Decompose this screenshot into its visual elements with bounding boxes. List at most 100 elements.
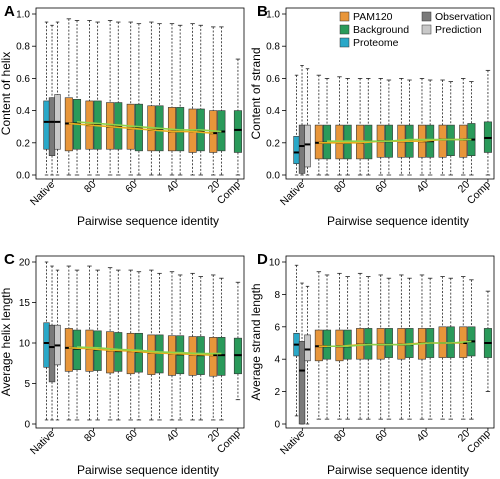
y-tick-label: 0.2 (266, 138, 280, 149)
box (44, 101, 50, 149)
pam120-box (377, 275, 384, 419)
legend-label: Prediction (435, 24, 482, 36)
native-box-prediction (55, 22, 61, 175)
box (294, 136, 300, 163)
background-box (115, 22, 122, 175)
background-box (406, 278, 413, 419)
y-axis-label: Content of strand (249, 47, 263, 139)
box (218, 337, 225, 375)
y-axis-label: Content of helix (0, 52, 13, 135)
box (65, 328, 72, 371)
background-box (218, 278, 225, 420)
x-tick-label: 40 (414, 179, 431, 196)
legend-label: Background (353, 24, 409, 36)
background-box (365, 78, 372, 175)
pam120-box (65, 266, 72, 420)
legend-swatch (340, 12, 349, 21)
x-axis-label: Pairwise sequence identity (327, 214, 469, 228)
pam120-box (168, 24, 175, 175)
native-box-prediction (305, 286, 311, 424)
legend-swatch (422, 25, 431, 34)
background-box (468, 82, 475, 175)
legend-item: Prediction (422, 24, 482, 36)
pam120-box (315, 75, 322, 175)
y-tick-label: 6 (274, 322, 280, 333)
panel-letter: D (257, 251, 268, 268)
box (148, 335, 155, 375)
pam120-box (127, 22, 134, 175)
native-box-observation (299, 66, 305, 175)
background-box (344, 78, 351, 175)
pam120-box (148, 22, 155, 175)
panel-letter: A (4, 3, 15, 20)
y-tick-label: 0.4 (266, 106, 280, 117)
plot-frame (36, 8, 244, 179)
box (305, 335, 311, 361)
pam120-box (127, 270, 134, 420)
background-box (447, 278, 454, 419)
box (168, 336, 175, 376)
comp-box (234, 282, 241, 399)
comp-box (484, 291, 491, 391)
x-tick-label: Native (28, 428, 58, 458)
box (106, 332, 113, 373)
pam120-box (86, 266, 93, 420)
legend-label: Proteome (353, 37, 399, 49)
legend-item: Background (340, 24, 409, 36)
y-tick-label: 20 (19, 258, 31, 269)
box (49, 98, 55, 156)
native-box-proteome (294, 265, 300, 416)
y-tick-label: 0.2 (16, 138, 30, 149)
background-box (344, 277, 351, 420)
y-tick-label: 0.6 (16, 74, 30, 85)
background-box (156, 273, 163, 420)
box (127, 333, 134, 374)
x-tick-label: 80 (82, 428, 99, 445)
background-box (385, 278, 392, 419)
y-axis-label: Average strand length (249, 283, 263, 400)
background-box (323, 275, 330, 419)
y-tick-label: 10 (19, 339, 31, 350)
pam120-box (377, 78, 384, 175)
pam120-box (189, 24, 196, 175)
x-tick-label: 80 (332, 179, 349, 196)
x-tick-label: 60 (373, 428, 390, 445)
legend-label: PAM120 (353, 11, 393, 23)
legend-swatch (422, 12, 431, 21)
x-tick-label: 60 (373, 179, 390, 196)
x-tick-label: 40 (164, 428, 181, 445)
pam120-box (398, 275, 405, 419)
box (94, 331, 101, 371)
x-tick-label: 40 (164, 179, 181, 196)
pam120-box (439, 80, 446, 175)
y-tick-label: 0.8 (266, 42, 280, 53)
box (299, 125, 305, 173)
native-box-proteome (44, 22, 50, 175)
background-box (135, 24, 142, 175)
legend-item: Observation (422, 11, 492, 23)
pam120-box (460, 78, 467, 175)
y-tick-label: 1.0 (16, 10, 30, 21)
pam120-box (356, 78, 363, 175)
background-box (94, 270, 101, 420)
y-tick-label: 0 (274, 420, 280, 431)
x-tick-label: Native (278, 428, 308, 458)
pam120-box (418, 275, 425, 419)
panel-a: A 0.0 0.2 0.4 0.6 0.8 1.0 Content of helix Nativ… (0, 3, 244, 228)
pam120-box (86, 20, 93, 175)
pam120-box (418, 78, 425, 175)
native-box-observation (49, 25, 55, 175)
panel-d: D 0 2 4 6 8 10 Average strand length Native 80 60 4… (249, 251, 494, 477)
background-box (197, 25, 204, 175)
x-tick-label: Native (278, 179, 308, 209)
native-box-proteome (44, 262, 50, 420)
panel-c: C05101520Average helix lengthNative 80 60 4… (0, 251, 244, 477)
y-tick-label: 0.6 (266, 74, 280, 85)
background-box (218, 27, 225, 175)
legend: PAM120 Observation Background Prediction Pro… (340, 11, 492, 49)
native-box-observation (299, 283, 305, 424)
pam120-box (189, 273, 196, 420)
y-tick-label: 0 (24, 420, 30, 431)
background-box (73, 20, 80, 175)
